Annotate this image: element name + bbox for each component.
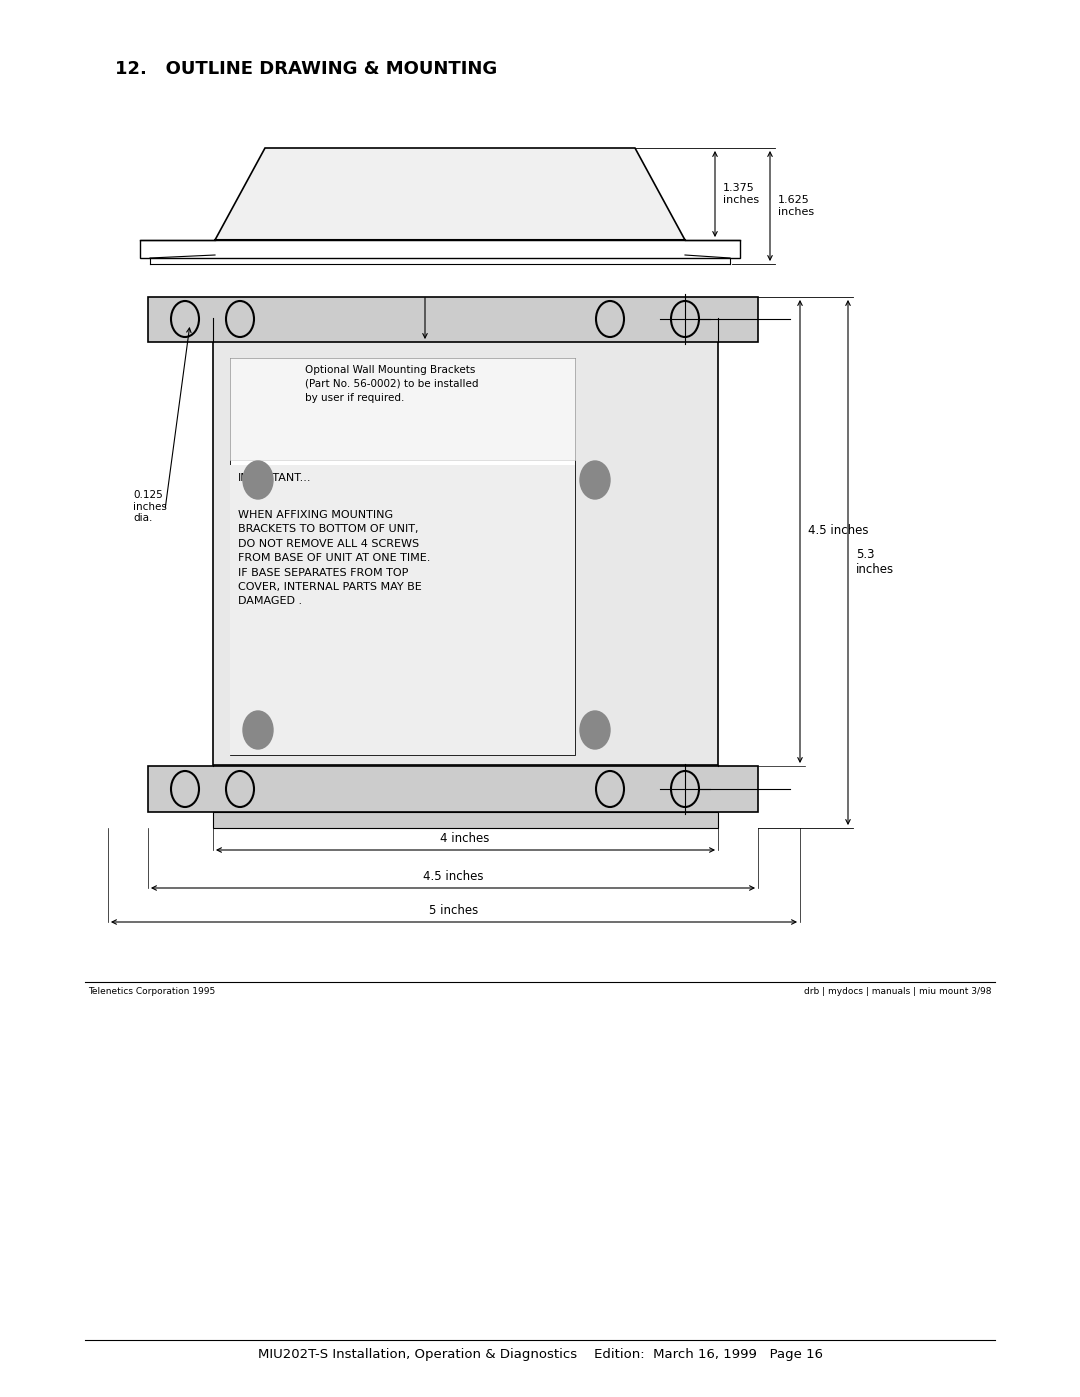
- Text: 5.3
inches: 5.3 inches: [856, 548, 894, 576]
- Text: MIU202T-S Installation, Operation & Diagnostics    Edition:  March 16, 1999   Pa: MIU202T-S Installation, Operation & Diag…: [257, 1348, 823, 1361]
- Ellipse shape: [243, 461, 273, 499]
- Text: 4.5 inches: 4.5 inches: [808, 524, 868, 538]
- Text: 0.125
inches
dia.: 0.125 inches dia.: [133, 490, 167, 524]
- Text: 5 inches: 5 inches: [430, 904, 478, 916]
- Bar: [213, 319, 718, 766]
- Text: 1.375
inches: 1.375 inches: [723, 183, 759, 205]
- Ellipse shape: [580, 461, 610, 499]
- Ellipse shape: [580, 711, 610, 749]
- Polygon shape: [215, 148, 685, 240]
- Bar: [148, 766, 758, 812]
- Text: Telenetics Corporation 1995: Telenetics Corporation 1995: [87, 988, 215, 996]
- Text: drb | mydocs | manuals | miu mount 3/98: drb | mydocs | manuals | miu mount 3/98: [805, 988, 993, 996]
- Ellipse shape: [243, 711, 273, 749]
- Text: Optional Wall Mounting Brackets
(Part No. 56-0002) to be installed
by user if re: Optional Wall Mounting Brackets (Part No…: [305, 365, 478, 402]
- Bar: [230, 358, 575, 460]
- Bar: [148, 298, 758, 342]
- Text: 4.5 inches: 4.5 inches: [422, 870, 483, 883]
- Text: WHEN AFFIXING MOUNTING
BRACKETS TO BOTTOM OF UNIT,
DO NOT REMOVE ALL 4 SCREWS
FR: WHEN AFFIXING MOUNTING BRACKETS TO BOTTO…: [238, 510, 430, 606]
- Text: 4 inches: 4 inches: [441, 833, 489, 845]
- Text: 1.625
inches: 1.625 inches: [778, 196, 814, 217]
- Text: 12.   OUTLINE DRAWING & MOUNTING: 12. OUTLINE DRAWING & MOUNTING: [114, 60, 497, 78]
- Bar: [140, 240, 740, 258]
- Bar: [230, 358, 575, 754]
- Text: IMPORTANT...: IMPORTANT...: [238, 474, 311, 483]
- Bar: [213, 812, 718, 828]
- Bar: [230, 465, 575, 754]
